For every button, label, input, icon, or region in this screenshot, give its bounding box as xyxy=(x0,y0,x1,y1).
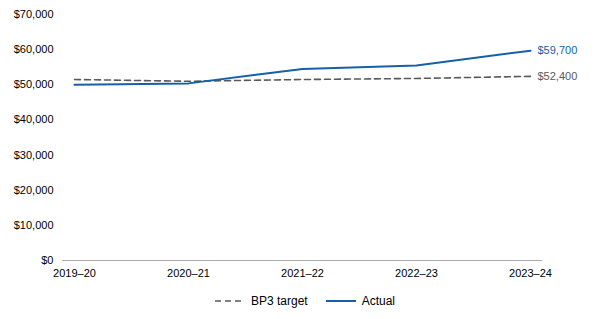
svg-text:$30,000: $30,000 xyxy=(14,149,54,161)
html-text:Actual: Actual xyxy=(361,294,395,308)
svg-text:2022–23: 2022–23 xyxy=(395,267,438,279)
svg-text:2020–21: 2020–21 xyxy=(167,267,210,279)
svg-text:$70,000: $70,000 xyxy=(14,8,54,20)
svg-text:$0: $0 xyxy=(41,254,53,266)
svg-text:$52,400: $52,400 xyxy=(538,70,578,82)
svg-text:2019–20: 2019–20 xyxy=(53,267,96,279)
svg-text:$10,000: $10,000 xyxy=(14,219,54,231)
svg-text:2023–24: 2023–24 xyxy=(509,267,552,279)
svg-text:$20,000: $20,000 xyxy=(14,184,54,196)
html-text:BP3 target: BP3 target xyxy=(251,294,308,308)
svg-text:2021–22: 2021–22 xyxy=(281,267,324,279)
svg-text:$60,000: $60,000 xyxy=(14,43,54,55)
svg-text:$40,000: $40,000 xyxy=(14,113,54,125)
svg-text:$50,000: $50,000 xyxy=(14,78,54,90)
svg-text:$59,700: $59,700 xyxy=(538,44,578,56)
